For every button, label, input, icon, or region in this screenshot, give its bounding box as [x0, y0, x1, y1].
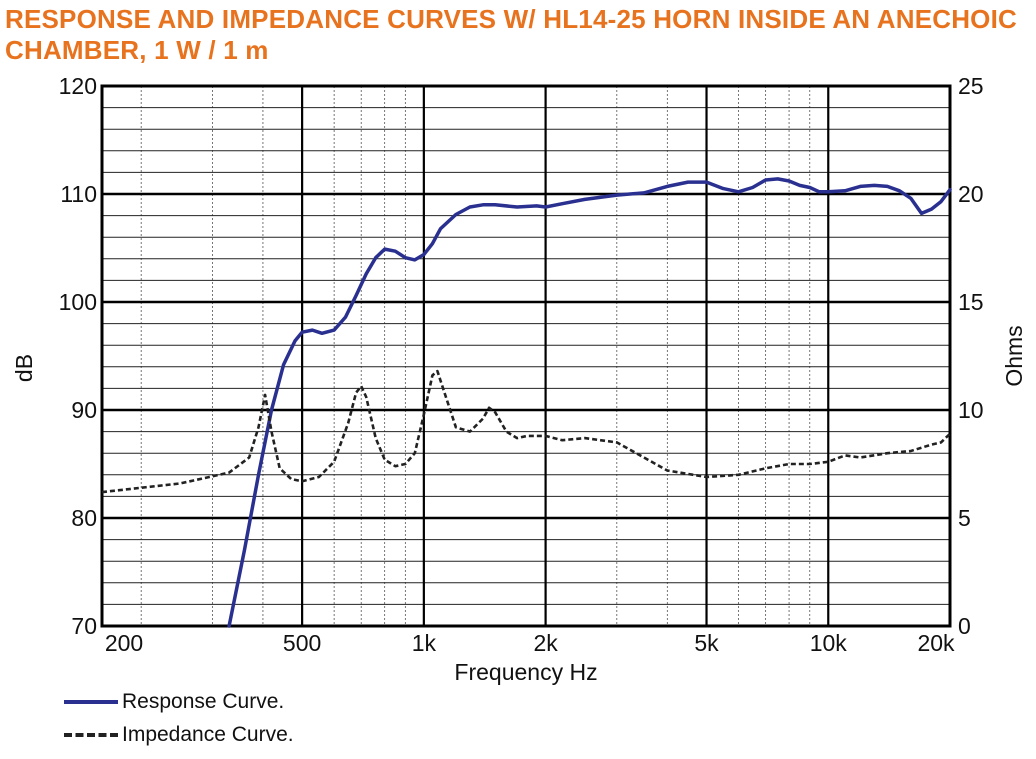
y-right-tick-label: 10 — [958, 397, 984, 423]
chart-title: RESPONSE AND IMPEDANCE CURVES W/ HL14-25… — [5, 4, 1018, 65]
legend-item-response: Response Curve. — [64, 690, 284, 714]
response-impedance-chart: 70 80 90 100 110 120 0 5 10 15 20 25 200 500 1k 2k 5k 10k… — [11, 73, 1027, 685]
x-tick-label: 1k — [412, 630, 437, 656]
response-curve-line — [227, 177, 952, 628]
x-tick-label: 5k — [694, 630, 719, 656]
y-left-tick-label: 100 — [59, 289, 97, 315]
x-tick-label: 200 — [105, 630, 143, 656]
y-right-tick-label: 0 — [958, 613, 971, 639]
y-axis-right-label: Ohms — [1001, 325, 1027, 386]
x-tick-label: 10k — [810, 630, 848, 656]
y-left-tick-label: 80 — [71, 505, 97, 531]
x-tick-label: 500 — [283, 630, 321, 656]
y-left-tick-label: 70 — [71, 613, 97, 639]
x-axis-label: Frequency Hz — [454, 659, 597, 685]
x-tick-label: 2k — [533, 630, 558, 656]
legend-label-impedance: Impedance Curve. — [122, 723, 294, 746]
y-left-tick-label: 110 — [60, 181, 97, 207]
impedance-line-swatch — [64, 733, 118, 738]
y-left-tick-label: 120 — [59, 73, 97, 99]
y-right-tick-label: 20 — [958, 181, 984, 207]
response-line-swatch — [64, 700, 118, 705]
x-tick-label: 20k — [917, 630, 955, 656]
legend-label-response: Response Curve. — [122, 690, 285, 713]
y-right-tick-label: 15 — [958, 289, 984, 315]
y-left-tick-label: 90 — [71, 397, 97, 423]
y-right-tick-label: 25 — [958, 73, 984, 99]
plot-frame — [100, 84, 952, 628]
legend-item-impedance: Impedance Curve. — [64, 723, 294, 747]
y-axis-left-label: dB — [11, 354, 37, 382]
impedance-curve-line — [101, 369, 951, 494]
y-right-tick-label: 5 — [958, 505, 971, 531]
